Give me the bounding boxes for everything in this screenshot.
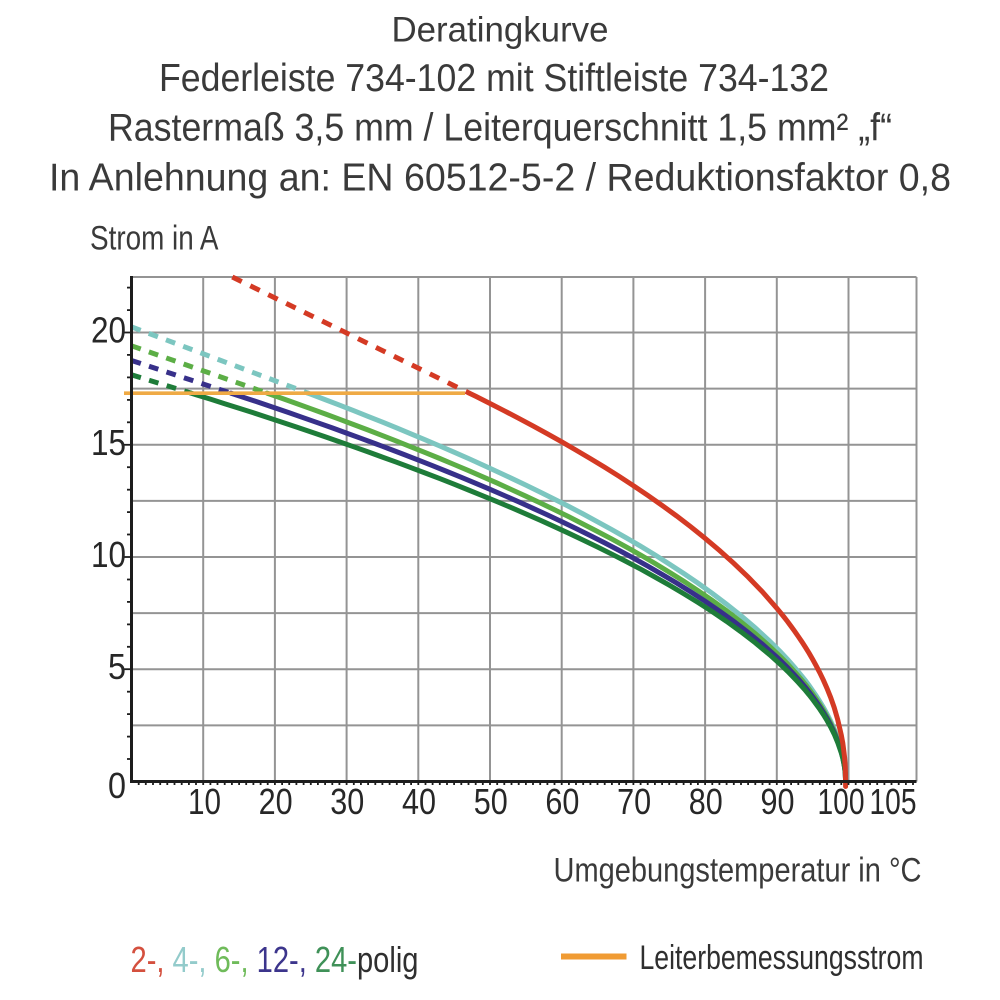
svg-text:2-, 4-, 6-, 12-, 24-polig: 2-, 4-, 6-, 12-, 24-polig <box>131 939 419 980</box>
svg-text:50: 50 <box>474 781 508 822</box>
svg-text:Federleiste 734-102 mit Stiftl: Federleiste 734-102 mit Stiftleiste 734-… <box>159 57 829 100</box>
svg-text:5: 5 <box>108 646 126 687</box>
svg-text:105: 105 <box>870 781 917 822</box>
svg-text:40: 40 <box>402 781 436 822</box>
svg-text:90: 90 <box>761 781 795 822</box>
svg-text:80: 80 <box>689 781 723 822</box>
svg-text:Deratingkurve: Deratingkurve <box>392 11 609 50</box>
svg-text:70: 70 <box>617 781 651 822</box>
svg-text:20: 20 <box>259 781 293 822</box>
svg-text:0: 0 <box>108 765 126 806</box>
svg-text:15: 15 <box>91 422 126 463</box>
svg-text:Strom in A: Strom in A <box>90 220 219 258</box>
svg-text:Umgebungstemperatur in °C: Umgebungstemperatur in °C <box>554 852 922 890</box>
svg-text:Leiterbemessungsstrom: Leiterbemessungsstrom <box>640 939 924 977</box>
svg-text:Rastermaß 3,5 mm / Leiterquers: Rastermaß 3,5 mm / Leiterquerschnitt 1,5… <box>108 107 892 150</box>
svg-text:30: 30 <box>330 781 364 822</box>
svg-text:60: 60 <box>545 781 579 822</box>
svg-text:20: 20 <box>91 310 126 351</box>
svg-text:In Anlehnung an: EN 60512-5-2: In Anlehnung an: EN 60512-5-2 / Reduktio… <box>49 157 951 200</box>
svg-text:100: 100 <box>818 781 865 822</box>
svg-text:10: 10 <box>188 781 221 822</box>
svg-text:10: 10 <box>91 534 126 575</box>
